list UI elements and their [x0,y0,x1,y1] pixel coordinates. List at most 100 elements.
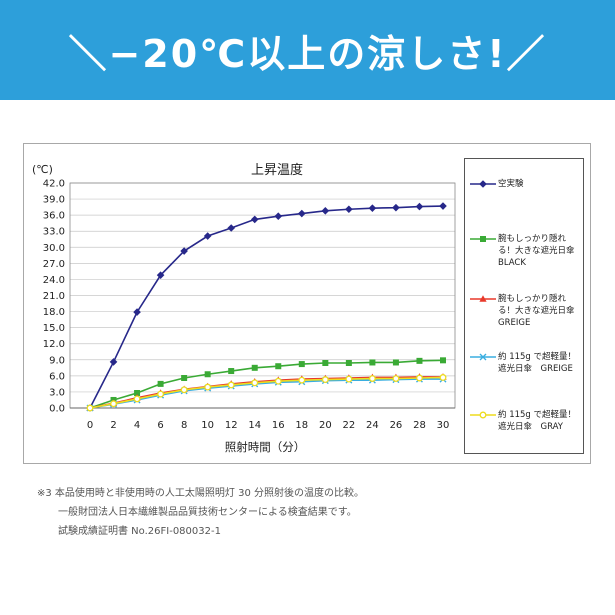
series-5-point [227,381,235,389]
series-2-point [322,360,329,366]
series-5-point [133,395,141,403]
series-1-point [415,202,424,211]
series-5-point [321,376,329,384]
legend-swatch [470,180,496,188]
footnote-line-2: 一般財団法人日本繊維製品品質技術センターによる検査結果です。 [58,507,357,518]
y-tick-label: 24.0 [43,275,65,286]
series-2-point [298,361,305,368]
x-tick-label: 0 [87,420,93,431]
series-3-line [89,376,443,409]
series-2-point [251,364,258,371]
series-5-line [89,376,444,409]
series-1-point [298,209,306,218]
legend-swatch [470,236,496,242]
x-tick-label: 28 [413,420,426,431]
series-2-point [204,371,211,378]
series-1-point [133,308,141,316]
legend-swatch [470,353,496,361]
legend-label: 腕もしっかり隠れ る！大きな遮光日傘 GREIGE [498,294,575,328]
y-tick-label: 12.0 [43,339,65,350]
x-axis-label: 照射時間（分） [225,440,306,454]
series-4-line [89,378,443,409]
x-tick-label: 10 [201,420,214,431]
series-1-point [345,205,353,214]
series-5-point [86,404,94,412]
x-tick-label: 20 [319,420,332,431]
series-5-point [274,377,282,385]
series-2-point [134,390,141,396]
series-1-point [227,224,235,232]
series-1-point [109,358,118,366]
legend-entry-3: 腕もしっかり隠れ る！大きな遮光日傘 GREIGE [465,293,583,333]
series-2-point [275,363,282,370]
y-tick-label: 39.0 [43,195,65,206]
series-1-point [321,207,330,215]
y-tick-label: 33.0 [43,227,65,238]
legend-swatch-marker [479,353,487,361]
y-axis-unit-label: (℃) [32,163,53,176]
series-2-point [416,357,423,364]
series-5-point [345,375,353,383]
y-tick-label: 15.0 [43,323,65,334]
legend-label: 空実験 [498,179,524,189]
legend-swatch [470,411,496,419]
series-1-point [156,271,165,279]
footnotes: ※3 本品使用時と非使用時の人工太陽照明灯 30 分照射後の温度の比較。 一般財… [37,484,597,541]
y-tick-label: 18.0 [43,307,65,318]
series-5-point [298,376,306,384]
x-tick-label: 4 [134,420,140,431]
legend-swatch-marker [480,236,486,242]
series-5-point [392,375,400,382]
x-tick-label: 22 [342,420,355,431]
series-5-point [180,386,188,394]
y-tick-label: 27.0 [43,259,65,270]
x-tick-label: 18 [295,420,308,431]
x-tick-label: 16 [272,420,285,431]
y-tick-label: 30.0 [43,243,65,254]
x-tick-label: 14 [248,420,261,431]
legend-entry-4: 約 115g で超軽量！ 遮光日傘 GREIGE [465,351,583,391]
y-tick-label: 21.0 [43,291,65,302]
series-5-point [251,379,259,387]
y-tick-label: 42.0 [43,179,65,190]
legend-entry-2: 腕もしっかり隠れ る！大きな遮光日傘 BLACK [465,233,583,273]
legend-swatch-marker [479,180,487,188]
legend-swatch [470,295,496,302]
x-tick-label: 2 [110,420,116,431]
series-1-point [439,202,447,210]
y-tick-label: 36.0 [43,211,65,222]
headline-banner: ＼−20℃以上の涼しさ!／ [0,0,615,100]
x-tick-label: 8 [181,420,187,431]
y-tick-label: 9.0 [49,355,65,366]
series-2-point [345,360,352,366]
series-1-point [392,203,400,212]
y-tick-label: 3.0 [49,387,65,398]
series-2-point [392,359,399,366]
footnote-line-1: ※3 本品使用時と非使用時の人工太陽照明灯 30 分照射後の温度の比較。 [37,488,365,499]
legend-entry-1: 空実験 [465,178,583,218]
x-tick-label: 12 [225,420,238,431]
series-5-point [204,383,212,391]
x-tick-label: 24 [366,420,379,431]
series-5-point [416,374,423,382]
headline-text: ＼−20℃以上の涼しさ!／ [68,31,547,76]
series-2-point [228,368,235,375]
series-5-point [157,390,165,398]
x-tick-label: 6 [157,420,163,431]
series-1-point [274,212,283,221]
legend-swatch-marker [479,411,487,419]
legend-label: 腕もしっかり隠れ る！大きな遮光日傘 BLACK [498,234,575,268]
temperature-rise-chart: (℃) 上昇温度 照射時間（分） 0.0 3.0 6.0 9.0 12.0 15.0 18.… [32,162,456,454]
series-1-point [250,215,259,224]
series-5-point [439,374,447,381]
series-5-point [110,400,117,408]
x-tick-label: 30 [437,420,450,431]
legend-entry-5: 約 115g で超軽量！ 遮光日傘 GRAY [465,409,583,449]
series-1-line [89,205,444,409]
series-2-point [157,380,164,387]
y-tick-label: 0.0 [49,404,65,415]
chart-title: 上昇温度 [251,162,303,178]
series-2-point [440,357,446,364]
footnote-line-3: 試験成績証明書 No.26FI-080032-1 [58,526,221,537]
chart-card: (℃) 上昇温度 照射時間（分） 0.0 3.0 6.0 9.0 12.0 15.0 18.… [23,143,591,464]
